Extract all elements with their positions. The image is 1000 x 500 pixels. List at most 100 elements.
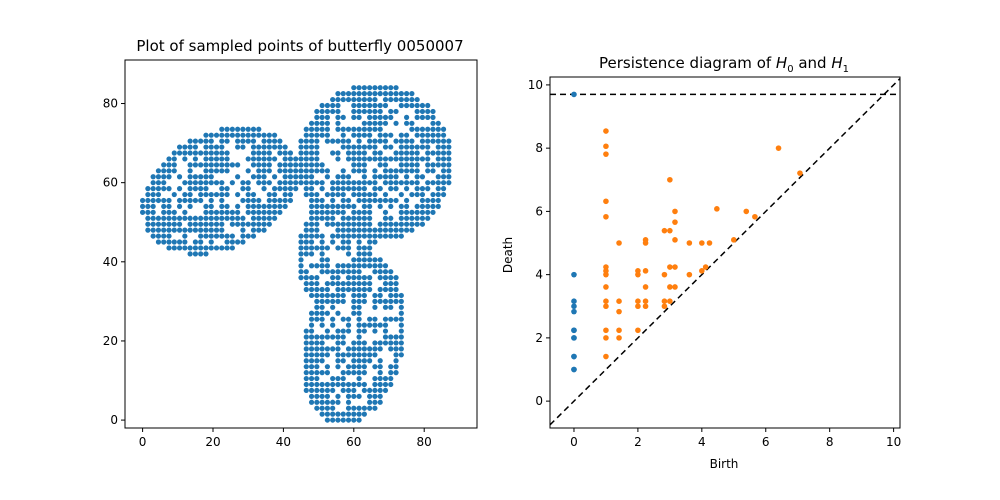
sample-point — [382, 387, 389, 394]
sample-point — [356, 364, 362, 370]
sample-point — [166, 209, 172, 215]
sample-point — [308, 310, 315, 316]
sample-point — [155, 191, 162, 198]
sample-point — [324, 114, 330, 120]
sample-point — [303, 132, 309, 138]
sample-point — [240, 144, 246, 150]
sample-point — [446, 174, 452, 180]
h1-point — [635, 303, 641, 310]
sample-point — [314, 162, 320, 168]
sample-point — [351, 352, 357, 358]
sample-point — [282, 162, 288, 168]
sample-point — [314, 144, 320, 150]
sample-point — [382, 162, 389, 168]
sample-point — [208, 215, 214, 221]
sample-point — [150, 197, 156, 204]
sample-point — [150, 227, 156, 233]
sample-point — [409, 227, 415, 233]
sample-point — [335, 233, 341, 239]
sample-point — [203, 203, 209, 210]
sample-point — [356, 162, 362, 168]
sample-point — [203, 209, 209, 215]
sample-point — [409, 168, 415, 174]
sample-point — [219, 203, 225, 210]
h1-point — [752, 213, 758, 220]
sample-point — [298, 156, 304, 162]
sample-point — [261, 156, 267, 162]
sample-point — [330, 381, 336, 388]
sample-point — [303, 162, 309, 168]
sample-point — [388, 233, 394, 239]
sample-point — [367, 221, 373, 227]
sample-point — [446, 150, 452, 156]
sample-point — [324, 191, 330, 198]
sample-point — [287, 156, 294, 162]
sample-point — [361, 322, 367, 328]
sample-point — [330, 239, 336, 245]
sample-point — [287, 150, 294, 156]
sample-point — [345, 263, 352, 269]
sample-point — [161, 227, 167, 233]
sample-point — [361, 191, 367, 198]
sample-point — [340, 227, 346, 233]
sample-point — [298, 233, 304, 239]
sample-point — [446, 162, 452, 168]
sample-point — [314, 197, 320, 204]
sample-point — [176, 197, 183, 204]
sample-point — [198, 221, 204, 227]
sample-point — [430, 138, 436, 144]
sample-point — [192, 215, 198, 221]
sample-point — [382, 180, 389, 186]
sample-point — [303, 126, 309, 132]
sample-point — [314, 358, 320, 364]
sample-point — [435, 150, 441, 156]
sample-point — [361, 381, 367, 388]
sample-point — [303, 251, 309, 257]
sample-point — [367, 91, 373, 97]
sample-point — [425, 102, 431, 109]
h1-point — [603, 151, 609, 157]
sample-point — [266, 215, 272, 221]
sample-point — [319, 387, 325, 394]
sample-point — [298, 174, 304, 180]
sample-point — [192, 150, 198, 156]
sample-point — [272, 174, 278, 180]
sample-point — [319, 132, 325, 138]
sample-point — [361, 292, 367, 299]
sample-point — [345, 215, 352, 221]
sample-point — [229, 221, 235, 227]
sample-point — [340, 203, 346, 210]
sample-point — [335, 114, 341, 120]
sample-point — [393, 340, 399, 346]
sample-point — [303, 358, 309, 364]
sample-point — [372, 387, 378, 394]
sample-point — [361, 120, 367, 126]
sample-point — [335, 221, 341, 227]
sample-point — [171, 221, 177, 227]
sample-point — [198, 239, 204, 245]
sample-point — [377, 126, 383, 132]
sample-point — [224, 191, 230, 198]
sample-point — [308, 292, 315, 299]
sample-point — [345, 197, 352, 204]
sample-point — [250, 174, 257, 180]
sample-point — [319, 263, 325, 269]
sample-point — [372, 292, 378, 299]
sample-point — [208, 156, 214, 162]
sample-point — [377, 233, 383, 239]
sample-point — [440, 168, 447, 174]
sample-point — [345, 245, 352, 251]
sample-point — [367, 257, 373, 263]
h1-point — [702, 264, 709, 270]
sample-point — [361, 144, 367, 150]
sample-point — [161, 221, 167, 227]
sample-point — [261, 221, 267, 227]
sample-point — [345, 417, 352, 423]
sample-point — [356, 209, 362, 215]
sample-point — [335, 227, 341, 233]
h0-point — [571, 335, 577, 341]
sample-point — [377, 364, 383, 370]
sample-point — [282, 203, 288, 210]
sample-point — [330, 209, 336, 215]
sample-point — [356, 191, 362, 198]
